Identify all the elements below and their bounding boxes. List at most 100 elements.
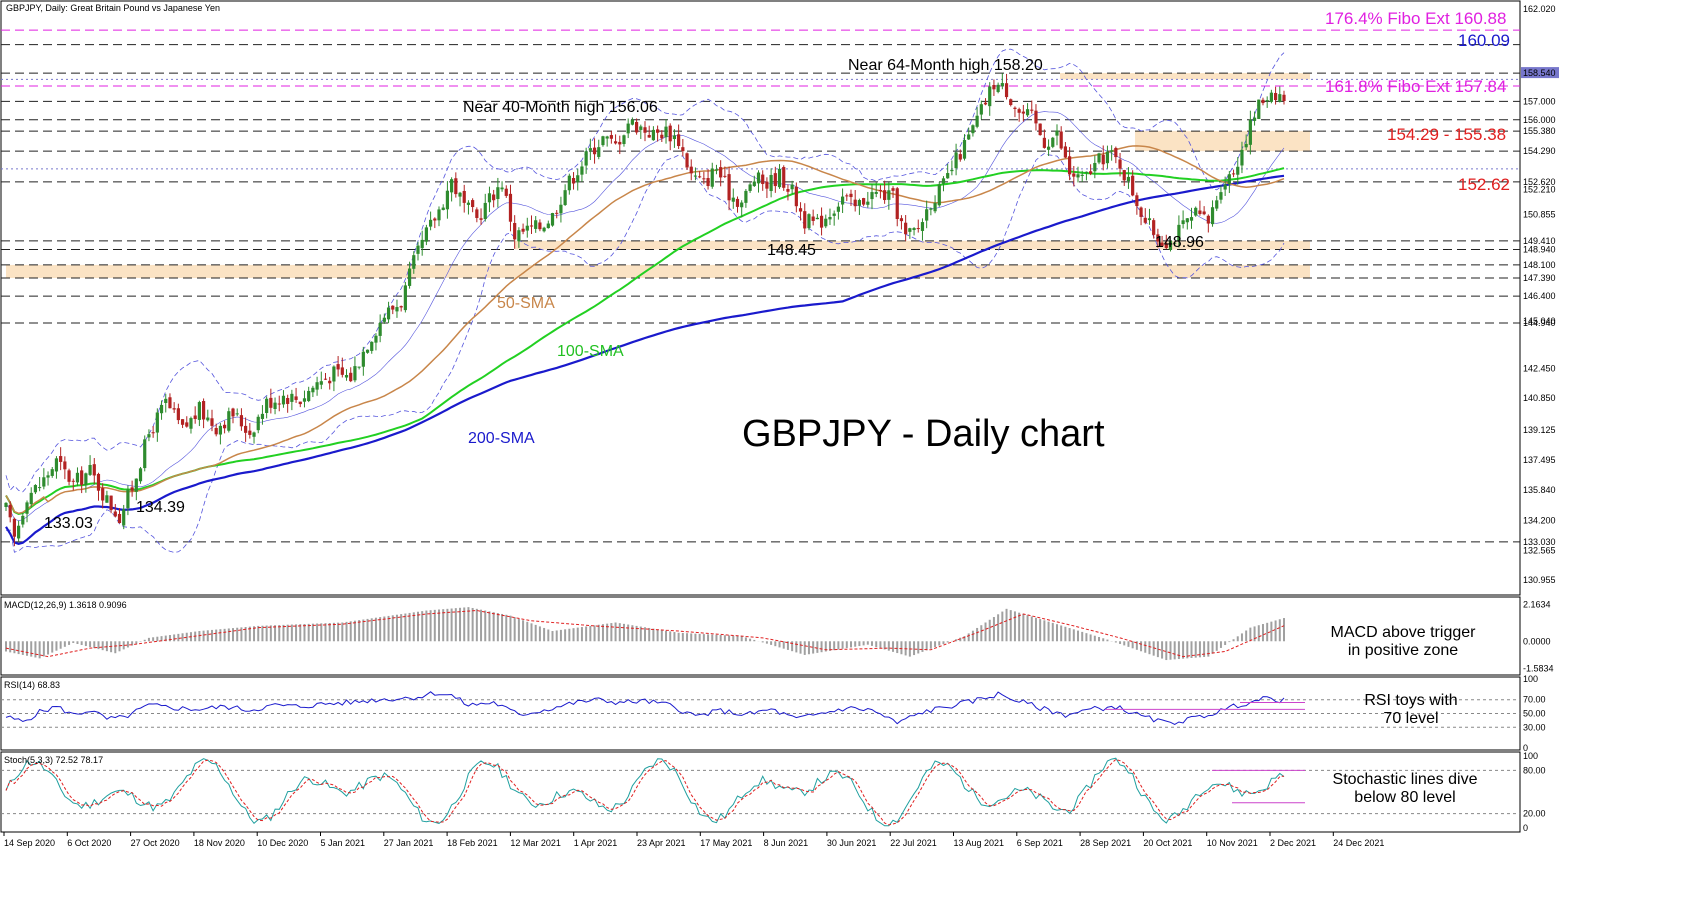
candle-body-180 [761, 174, 765, 185]
macd-tick-2: -1.5834 [1523, 663, 1554, 673]
stoch-tick-0: 100 [1523, 751, 1538, 761]
candle-body-304 [1282, 94, 1286, 102]
candle-body-68 [290, 393, 294, 402]
candle-body-59 [252, 432, 256, 437]
candle-body-258 [1089, 171, 1093, 174]
fibo-1618-label: 161.8% Fibo Ext 157.84 [1325, 77, 1506, 96]
candle-body-167 [706, 178, 710, 187]
candle-body-207 [874, 191, 878, 194]
candle-body-23 [101, 488, 105, 501]
candle-body-297 [1252, 117, 1257, 121]
candle-body-245 [1034, 110, 1038, 124]
candle-body-287 [1210, 207, 1215, 225]
stoch-annotation-line1: Stochastic lines dive [1333, 771, 1478, 788]
candle-body-272 [1147, 218, 1152, 221]
candle-body-20 [88, 464, 92, 475]
candle-body-273 [1152, 220, 1156, 235]
price-tick-20: 135.840 [1523, 485, 1556, 495]
candle-body-281 [1185, 218, 1189, 223]
support-resistance-zones [6, 73, 1310, 278]
candle-body-48 [206, 417, 210, 421]
candle-body-74 [315, 382, 319, 390]
time-tick-0: 14 Sep 2020 [4, 838, 55, 848]
candle-body-146 [618, 141, 622, 145]
candle-body-236 [996, 84, 1000, 92]
candle-body-111 [471, 200, 475, 208]
annotation-14896: 148.96 [1155, 234, 1204, 251]
candle-body-148 [626, 123, 630, 134]
candle-body-124 [525, 225, 529, 231]
candle-body-232 [979, 104, 983, 115]
bollinger-upper [5, 48, 1285, 493]
sma200-line [5, 174, 1285, 546]
candle-body-254 [1072, 173, 1076, 177]
macd-indicator: 2.1634 0.0000 -1.5834 [5, 599, 1554, 673]
candle-body-30 [130, 487, 134, 491]
macd-signal-line [5, 609, 1285, 658]
candle-body-212 [895, 188, 899, 220]
time-tick-10: 23 Apr 2021 [637, 838, 686, 848]
candle-body-79 [336, 364, 340, 370]
candle-body-1 [8, 504, 12, 518]
candle-body-101 [428, 219, 433, 227]
candle-body-6 [29, 492, 33, 505]
candle-body-2 [12, 518, 17, 537]
candle-body-22 [96, 473, 101, 491]
price-tick-21: 134.200 [1523, 515, 1556, 525]
candle-body-54 [231, 408, 235, 417]
candle-body-264 [1114, 147, 1118, 158]
candle-body-295 [1244, 143, 1248, 148]
candle-body-126 [534, 220, 538, 229]
price-tick-22: 133.030 [1523, 537, 1556, 547]
time-tick-16: 6 Sep 2021 [1017, 838, 1063, 848]
candle-body-11 [50, 469, 54, 476]
rsi-tick-2: 50.00 [1523, 709, 1546, 719]
candle-body-274 [1156, 234, 1160, 242]
bollinger-lower [5, 152, 1285, 553]
time-tick-18: 20 Oct 2021 [1143, 838, 1192, 848]
price-tick-17: 140.850 [1523, 393, 1556, 403]
candle-body-242 [1021, 111, 1025, 114]
candle-body-244 [1030, 109, 1034, 111]
stoch-tick-3: 0 [1523, 823, 1528, 833]
candle-body-84 [357, 366, 361, 368]
annotation-14845: 148.45 [767, 242, 816, 259]
annotation-50-sma: 50-SMA [497, 295, 555, 312]
candle-body-195 [824, 218, 828, 227]
candle-body-178 [752, 181, 756, 187]
stoch-tick-1: 80.00 [1523, 765, 1546, 775]
candle-body-223 [941, 178, 946, 184]
candle-body-138 [584, 151, 588, 166]
candle-body-161 [681, 147, 685, 152]
candle-body-188 [794, 186, 798, 207]
candle-body-61 [260, 413, 265, 419]
candle-body-177 [748, 184, 752, 191]
price-tick-6: 152.620 [1523, 177, 1556, 187]
price-tick-5: 154.290 [1523, 146, 1556, 156]
price-tick-13: 146.400 [1523, 291, 1556, 301]
time-tick-12: 8 Jun 2021 [764, 838, 809, 848]
candle-body-248 [1046, 146, 1051, 150]
time-tick-21: 24 Dec 2021 [1333, 838, 1384, 848]
candle-body-108 [458, 192, 462, 197]
candle-body-8 [38, 487, 42, 489]
candle-body-298 [1257, 99, 1261, 119]
candle-body-64 [273, 402, 277, 409]
candle-body-260 [1097, 153, 1101, 163]
time-tick-7: 18 Feb 2021 [447, 838, 498, 848]
rsi-tick-3: 30.00 [1523, 722, 1546, 732]
time-tick-15: 13 Aug 2021 [954, 838, 1005, 848]
time-tick-9: 1 Apr 2021 [574, 838, 618, 848]
candle-body-136 [576, 175, 580, 183]
candle-body-157 [664, 126, 668, 138]
level-16009-label: 160.09 [1458, 31, 1510, 50]
price-tick-11: 148.100 [1523, 260, 1556, 270]
candle-body-5 [25, 502, 29, 514]
candle-body-0 [4, 502, 8, 507]
candle-body-45 [193, 415, 197, 420]
candle-body-99 [420, 239, 424, 249]
candle-body-275 [1160, 242, 1164, 246]
time-tick-1: 6 Oct 2020 [67, 838, 111, 848]
candle-body-214 [904, 222, 908, 235]
macd-title: MACD(12,26,9) 1.3618 0.9096 [4, 600, 127, 610]
